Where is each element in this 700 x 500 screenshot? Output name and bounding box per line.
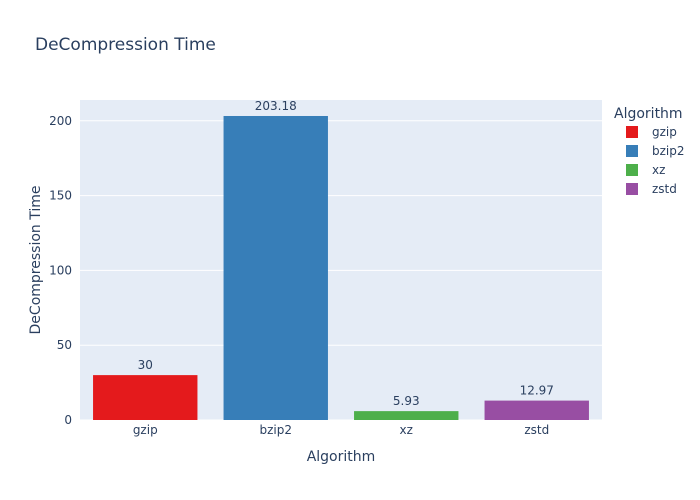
legend-swatch-bzip2	[626, 145, 638, 157]
x-tick-label-bzip2: bzip2	[259, 423, 292, 437]
y-tick-labels: 0 50 100 150 200	[49, 114, 72, 427]
data-label-gzip: 30	[138, 358, 153, 372]
y-tick-label-50: 50	[57, 338, 72, 352]
legend-title: Algorithm	[614, 106, 683, 122]
x-tick-label-zstd: zstd	[524, 423, 549, 437]
data-label-xz: 5.93	[393, 394, 420, 408]
y-axis-title: DeCompression Time	[28, 186, 44, 335]
chart-title: DeCompression Time	[35, 35, 216, 55]
bars-group	[93, 115, 589, 421]
legend-label-bzip2: bzip2	[652, 144, 685, 158]
y-tick-label-0: 0	[64, 413, 72, 427]
legend-swatch-gzip	[626, 126, 638, 138]
x-tick-label-xz: xz	[400, 423, 413, 437]
bar-zstd	[484, 400, 589, 420]
legend: Algorithm gzip bzip2 xz zstd	[614, 106, 685, 196]
plot-area	[80, 100, 602, 420]
x-tick-label-gzip: gzip	[133, 423, 158, 437]
legend-label-gzip: gzip	[652, 125, 677, 139]
data-labels-group: 30 203.18 5.93 12.97	[138, 99, 554, 408]
bar-xz	[354, 411, 459, 420]
y-tick-label-150: 150	[49, 189, 72, 203]
legend-label-xz: xz	[652, 163, 665, 177]
legend-label-zstd: zstd	[652, 182, 677, 196]
bar-bzip2	[223, 115, 328, 421]
x-tick-labels: gzip bzip2 xz zstd	[133, 423, 549, 437]
data-label-zstd: 12.97	[520, 384, 554, 398]
y-tick-label-100: 100	[49, 263, 72, 277]
legend-swatch-xz	[626, 164, 638, 176]
data-label-bzip2: 203.18	[255, 99, 297, 113]
x-axis-title: Algorithm	[307, 449, 376, 465]
y-tick-label-200: 200	[49, 114, 72, 128]
bar-gzip	[93, 375, 198, 420]
legend-swatch-zstd	[626, 183, 638, 195]
